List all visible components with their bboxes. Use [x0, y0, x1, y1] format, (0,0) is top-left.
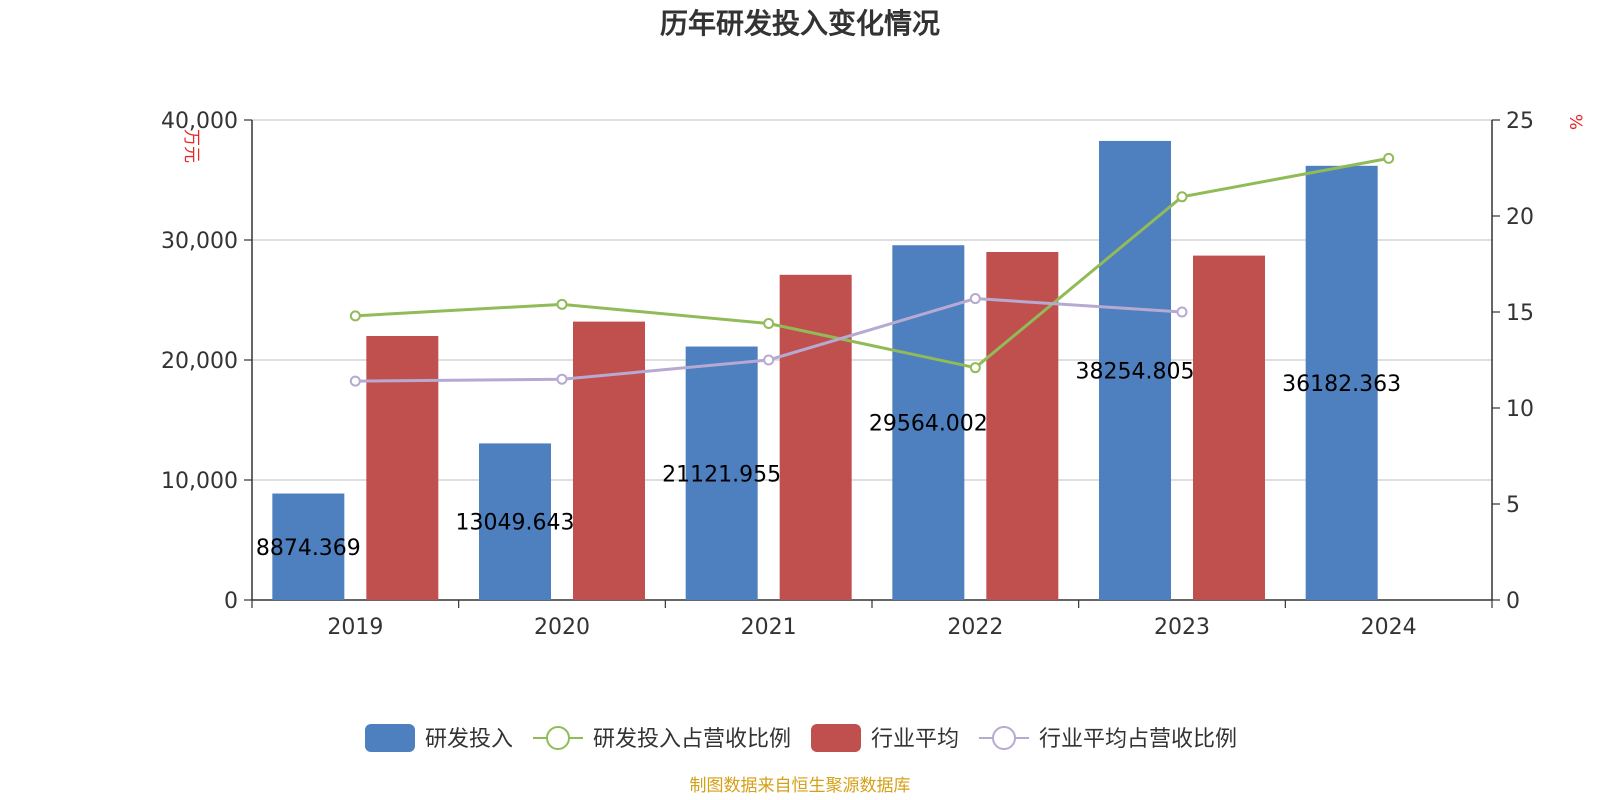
bar-industry-average [779, 274, 852, 600]
line-point [969, 362, 981, 374]
line-point [1176, 191, 1188, 203]
y-right-tick-label: 5 [1506, 493, 1520, 518]
x-tick-label: 2023 [1154, 615, 1210, 640]
bars [272, 140, 1378, 601]
line-point [1383, 152, 1395, 164]
legend: 研发投入 研发投入占营收比例 行业平均 行业平均占营收比例 [365, 724, 1237, 752]
line-point [763, 318, 775, 330]
y-left-unit-label: 万元 [181, 129, 201, 163]
legend-label: 研发投入占营收比例 [593, 727, 791, 752]
chart-title: 历年研发投入变化情况 [660, 7, 940, 40]
line-point [349, 310, 361, 322]
data-label: 29564.002 [869, 412, 988, 437]
y-left-tick-label: 30,000 [161, 229, 238, 254]
data-label: 21121.955 [662, 462, 781, 487]
y-right-unit-label: % [1565, 114, 1585, 130]
y-left-tick-label: 10,000 [161, 469, 238, 494]
y-right-tick-label: 25 [1506, 109, 1534, 134]
data-label: 8874.369 [256, 536, 361, 561]
bar-rd-investment [1305, 165, 1378, 600]
bar-industry-average [573, 321, 645, 600]
source-note: 制图数据来自恒生聚源数据库 [690, 776, 911, 796]
data-label: 38254.805 [1076, 359, 1195, 384]
legend-swatch [811, 724, 861, 752]
x-tick-label: 2024 [1361, 615, 1417, 640]
x-tick-label: 2022 [947, 615, 1003, 640]
legend-item: 研发投入 [365, 724, 513, 752]
legend-label: 行业平均占营收比例 [1039, 727, 1237, 752]
line-point [763, 354, 775, 366]
line-point [1176, 306, 1188, 318]
legend-item: 行业平均 [811, 724, 959, 752]
legend-item: 研发投入占营收比例 [533, 726, 791, 752]
line-point [556, 373, 568, 385]
y-right-tick-label: 10 [1506, 397, 1534, 422]
line-point [349, 375, 361, 387]
x-tick-label: 2020 [534, 615, 590, 640]
data-label: 13049.643 [456, 511, 575, 536]
bar-rd-investment [685, 346, 758, 600]
data-labels: 8874.369 13049.643 21121.955 29564.002 38254… [256, 359, 1401, 560]
y-right-tick-label: 15 [1506, 301, 1534, 326]
axes: 0 10,000 20,000 30,000 40,000 0 5 10 15 20 25 万元% 20… [161, 109, 1585, 640]
legend-swatch [365, 724, 415, 752]
y-left-tick-label: 0 [224, 589, 238, 614]
line-point [969, 293, 981, 305]
legend-item: 行业平均占营收比例 [979, 726, 1237, 752]
y-left-tick-label: 40,000 [161, 109, 238, 134]
legend-label: 研发投入 [425, 727, 513, 752]
bar-industry-average [366, 336, 439, 600]
x-tick-label: 2021 [741, 615, 797, 640]
legend-swatch-marker [546, 726, 570, 750]
bar-industry-average [1193, 255, 1265, 600]
y-left-tick-label: 20,000 [161, 349, 238, 374]
legend-label: 行业平均 [871, 727, 959, 752]
x-tick-label: 2019 [327, 615, 383, 640]
y-right-tick-label: 0 [1506, 589, 1520, 614]
data-label: 36182.363 [1282, 372, 1401, 397]
gridlines [252, 119, 1492, 481]
line-point [556, 298, 568, 310]
bar-rd-investment [272, 493, 345, 600]
lines [349, 152, 1395, 387]
line-rd-ratio [355, 156, 1389, 370]
y-right-tick-label: 20 [1506, 205, 1534, 230]
bar-rd-investment [479, 443, 551, 600]
legend-swatch-marker [992, 726, 1016, 750]
